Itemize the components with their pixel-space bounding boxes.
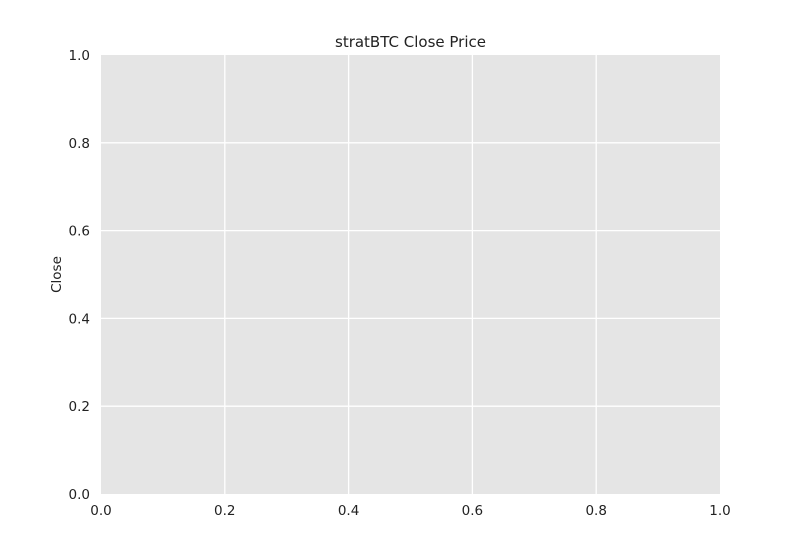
x-tick-label: 0.8 [585,503,606,519]
vertical-gridlines [224,55,597,494]
y-tick-label: 0.8 [69,136,90,152]
plot-area [101,55,720,494]
y-axis-ticks: 0.0 0.2 0.4 0.6 0.8 1.0 [69,48,90,503]
y-tick-label: 0.2 [69,399,90,415]
horizontal-gridlines [101,142,720,407]
x-tick-label: 1.0 [709,503,730,519]
x-axis-ticks: 0.0 0.2 0.4 0.6 0.8 1.0 [90,503,730,519]
x-tick-label: 0.6 [462,503,483,519]
y-tick-label: 0.6 [69,224,90,240]
y-tick-label: 0.0 [69,487,90,503]
x-tick-label: 0.2 [214,503,235,519]
x-tick-label: 0.4 [338,503,359,519]
y-tick-label: 1.0 [69,48,90,64]
y-axis-label: Close [49,256,65,293]
chart-title: stratBTC Close Price [335,33,486,51]
x-tick-label: 0.0 [90,503,111,519]
y-tick-label: 0.4 [69,311,90,327]
